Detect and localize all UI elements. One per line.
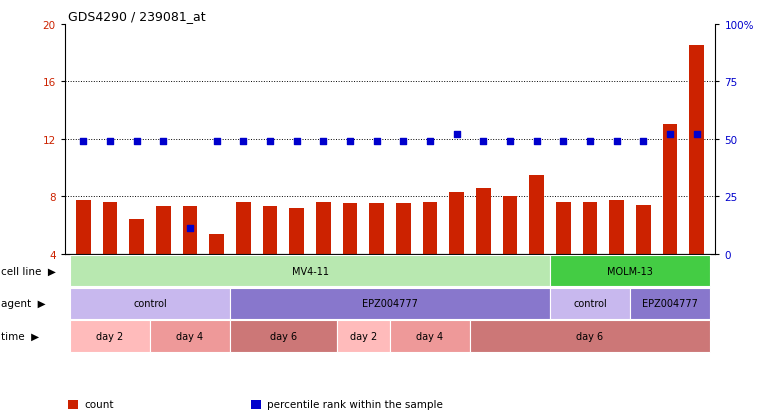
Text: count: count: [84, 399, 114, 409]
Point: [557, 138, 569, 145]
Point: [211, 138, 223, 145]
Bar: [289, 208, 304, 254]
Text: EPZ004777: EPZ004777: [362, 299, 418, 309]
Bar: [476, 188, 491, 254]
Point: [344, 138, 356, 145]
Bar: [556, 202, 571, 254]
Point: [158, 138, 170, 145]
Point: [78, 138, 90, 145]
Text: day 2: day 2: [350, 331, 377, 341]
Text: MOLM-13: MOLM-13: [607, 266, 653, 276]
Point: [530, 138, 543, 145]
Point: [637, 138, 649, 145]
Bar: [342, 204, 358, 254]
Bar: [76, 201, 91, 254]
Text: day 4: day 4: [416, 331, 444, 341]
Text: time  ▶: time ▶: [1, 331, 39, 341]
Point: [184, 225, 196, 232]
Text: MV4-11: MV4-11: [291, 266, 329, 276]
Bar: [689, 46, 704, 254]
Point: [371, 138, 383, 145]
Point: [237, 138, 250, 145]
Bar: [316, 202, 331, 254]
Point: [584, 138, 596, 145]
Text: percentile rank within the sample: percentile rank within the sample: [267, 399, 443, 409]
Bar: [103, 202, 117, 254]
Point: [264, 138, 276, 145]
Text: EPZ004777: EPZ004777: [642, 299, 698, 309]
Text: control: control: [133, 299, 167, 309]
Point: [477, 138, 489, 145]
Point: [104, 138, 116, 145]
Text: cell line  ▶: cell line ▶: [1, 266, 56, 276]
Point: [610, 138, 622, 145]
Bar: [183, 207, 197, 254]
Text: day 6: day 6: [270, 331, 297, 341]
Point: [317, 138, 330, 145]
Text: agent  ▶: agent ▶: [1, 299, 46, 309]
Bar: [663, 125, 677, 254]
Bar: [369, 204, 384, 254]
Point: [291, 138, 303, 145]
Bar: [236, 202, 250, 254]
Bar: [503, 197, 517, 254]
Bar: [209, 234, 224, 254]
Bar: [129, 220, 144, 254]
Bar: [449, 192, 464, 254]
Bar: [530, 175, 544, 254]
Point: [690, 131, 702, 138]
Point: [451, 131, 463, 138]
Text: day 2: day 2: [97, 331, 123, 341]
Point: [424, 138, 436, 145]
Bar: [156, 207, 170, 254]
Bar: [422, 202, 438, 254]
Text: GDS4290 / 239081_at: GDS4290 / 239081_at: [68, 10, 206, 23]
Point: [504, 138, 516, 145]
Bar: [636, 205, 651, 254]
Point: [664, 131, 676, 138]
Point: [131, 138, 143, 145]
Point: [397, 138, 409, 145]
Bar: [263, 207, 277, 254]
Bar: [583, 202, 597, 254]
Bar: [610, 201, 624, 254]
Text: day 6: day 6: [576, 331, 603, 341]
Text: day 4: day 4: [177, 331, 204, 341]
Bar: [396, 204, 411, 254]
Text: control: control: [573, 299, 607, 309]
